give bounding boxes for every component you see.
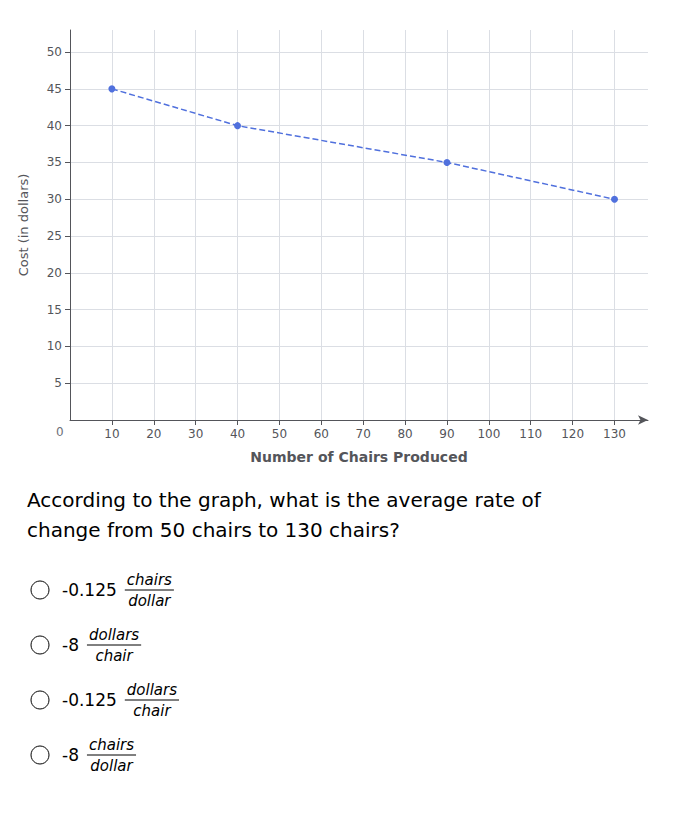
- svg-text:chairs: chairs: [127, 571, 172, 589]
- svg-text:15: 15: [47, 303, 62, 317]
- svg-text:-0.125: -0.125: [62, 690, 117, 710]
- svg-text:40: 40: [47, 119, 62, 133]
- svg-text:130: 130: [603, 427, 626, 441]
- svg-text:dollar: dollar: [128, 592, 171, 610]
- svg-text:50: 50: [47, 45, 62, 59]
- svg-text:5: 5: [54, 376, 62, 390]
- svg-text:chairs: chairs: [89, 736, 134, 754]
- svg-text:40: 40: [230, 427, 245, 441]
- svg-text:-0.125: -0.125: [62, 580, 117, 600]
- svg-text:chair: chair: [133, 702, 171, 720]
- svg-text:110: 110: [519, 427, 542, 441]
- svg-text:35: 35: [47, 155, 62, 169]
- svg-text:120: 120: [561, 427, 584, 441]
- svg-text:60: 60: [314, 427, 329, 441]
- svg-text:90: 90: [439, 427, 454, 441]
- svg-text:30: 30: [47, 192, 62, 206]
- svg-text:According to the graph, what i: According to the graph, what is the aver…: [27, 488, 542, 512]
- svg-text:change from 50 chairs to 130 c: change from 50 chairs to 130 chairs?: [27, 518, 400, 542]
- svg-text:dollar: dollar: [90, 757, 133, 775]
- svg-text:Cost (in dollars): Cost (in dollars): [16, 174, 31, 277]
- svg-text:-8: -8: [62, 635, 79, 655]
- svg-text:30: 30: [188, 427, 203, 441]
- svg-text:20: 20: [146, 427, 161, 441]
- svg-text:10: 10: [104, 427, 119, 441]
- svg-text:-8: -8: [62, 745, 79, 765]
- svg-text:50: 50: [272, 427, 287, 441]
- svg-text:10: 10: [47, 339, 62, 353]
- svg-text:dollars: dollars: [127, 681, 177, 699]
- svg-text:80: 80: [397, 427, 412, 441]
- svg-text:100: 100: [477, 427, 500, 441]
- svg-text:dollars: dollars: [89, 626, 139, 644]
- svg-text:20: 20: [47, 266, 62, 280]
- svg-text:Number of Chairs Produced: Number of Chairs Produced: [250, 449, 467, 465]
- svg-text:25: 25: [47, 229, 62, 243]
- svg-text:0: 0: [56, 425, 64, 439]
- svg-text:chair: chair: [95, 647, 133, 665]
- svg-text:70: 70: [356, 427, 371, 441]
- svg-text:45: 45: [47, 82, 62, 96]
